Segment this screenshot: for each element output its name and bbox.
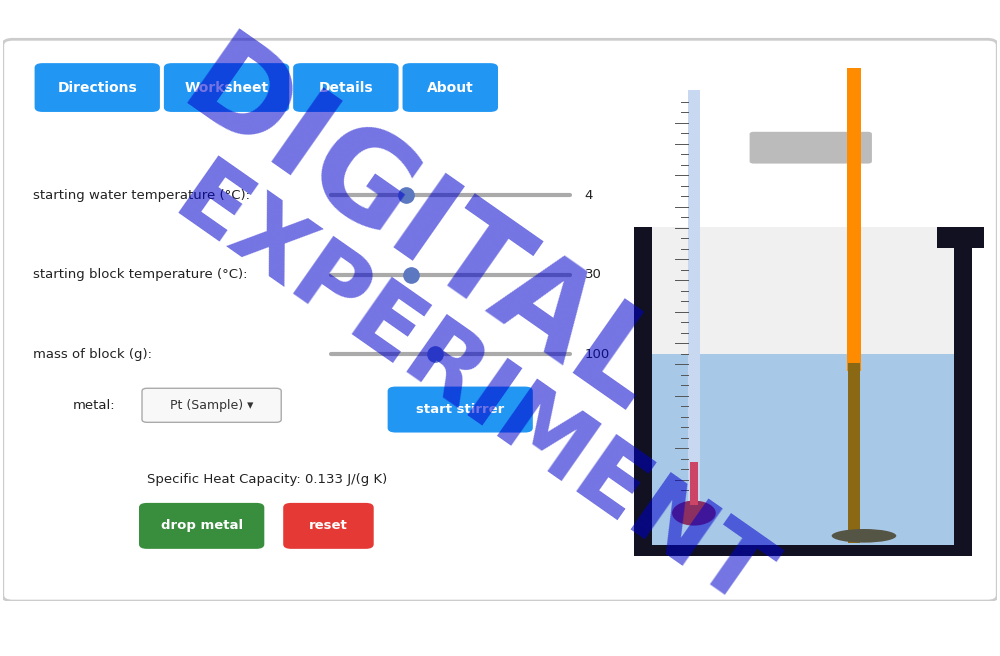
Text: metal:: metal: xyxy=(72,399,115,412)
Text: starting block temperature (°C):: starting block temperature (°C): xyxy=(33,268,247,281)
Text: Details: Details xyxy=(319,81,373,94)
FancyBboxPatch shape xyxy=(403,63,498,112)
Text: 100: 100 xyxy=(585,348,610,361)
Ellipse shape xyxy=(832,529,896,543)
Text: Pt (Sample) ▾: Pt (Sample) ▾ xyxy=(170,399,253,412)
Text: EXPERIMENT: EXPERIMENT xyxy=(156,152,784,630)
Bar xyxy=(688,91,700,504)
Bar xyxy=(954,226,972,556)
FancyBboxPatch shape xyxy=(388,386,533,432)
Bar xyxy=(652,354,954,545)
Bar xyxy=(847,68,861,371)
FancyBboxPatch shape xyxy=(142,388,281,422)
Text: 30: 30 xyxy=(585,268,601,281)
FancyBboxPatch shape xyxy=(35,63,160,112)
Text: mass of block (g):: mass of block (g): xyxy=(33,348,152,361)
Bar xyxy=(634,226,652,556)
Text: start stirrer: start stirrer xyxy=(416,403,504,416)
Bar xyxy=(690,462,698,504)
Bar xyxy=(848,363,860,543)
FancyBboxPatch shape xyxy=(293,63,399,112)
Bar xyxy=(937,226,984,248)
Bar xyxy=(634,545,972,556)
FancyBboxPatch shape xyxy=(283,503,374,549)
Text: Directions: Directions xyxy=(57,81,137,94)
Text: 4: 4 xyxy=(585,189,593,202)
Bar xyxy=(652,226,954,354)
Circle shape xyxy=(672,501,716,525)
Text: About: About xyxy=(427,81,474,94)
Text: Specific Heat Capacity: 0.133 J/(g K): Specific Heat Capacity: 0.133 J/(g K) xyxy=(147,472,387,485)
Text: starting water temperature (°C):: starting water temperature (°C): xyxy=(33,189,250,202)
Text: drop metal: drop metal xyxy=(161,520,243,533)
Text: reset: reset xyxy=(309,520,348,533)
FancyBboxPatch shape xyxy=(750,132,872,163)
FancyBboxPatch shape xyxy=(3,39,997,601)
Text: Worksheet: Worksheet xyxy=(184,81,269,94)
Text: DIGITAL: DIGITAL xyxy=(160,24,681,440)
FancyBboxPatch shape xyxy=(164,63,289,112)
FancyBboxPatch shape xyxy=(139,503,264,549)
